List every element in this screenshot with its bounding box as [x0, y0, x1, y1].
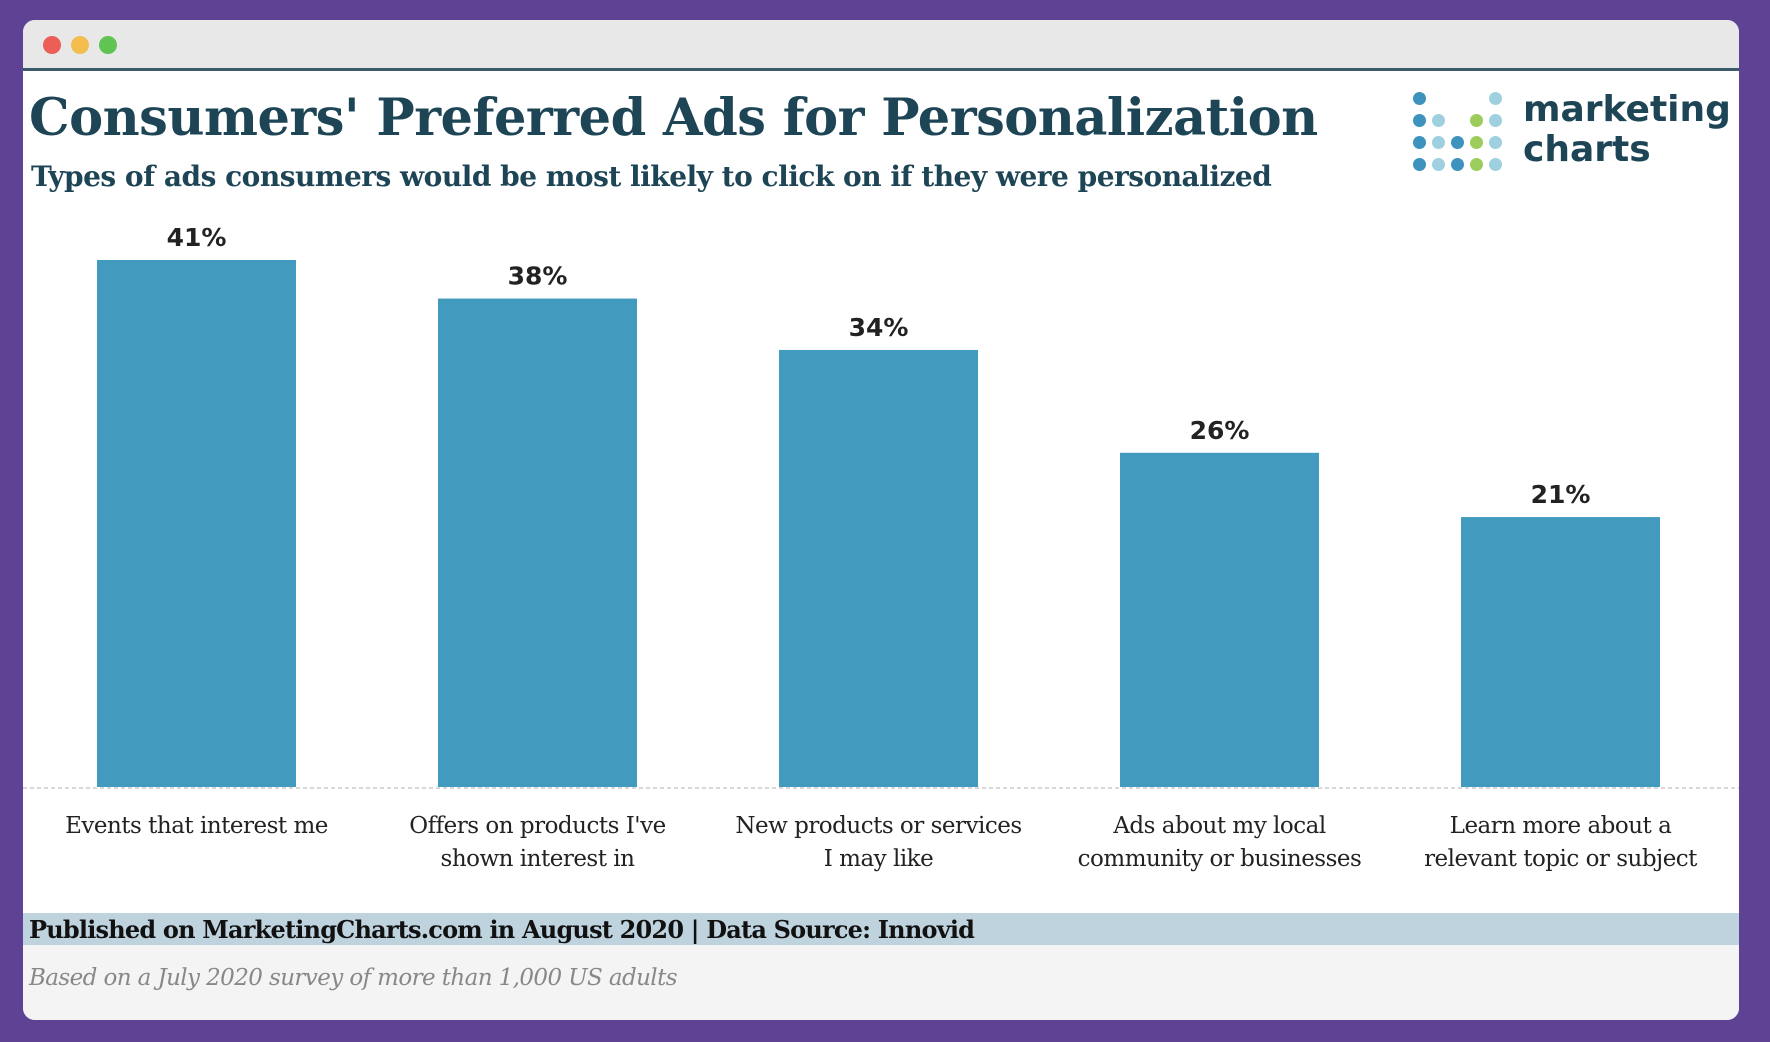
minimize-button[interactable]: [71, 36, 89, 54]
category-label: Learn more about a: [1450, 813, 1672, 839]
logo-dot: [1489, 136, 1502, 149]
logo-dot: [1413, 136, 1426, 149]
data-label: 38%: [508, 262, 568, 291]
category-label: I may like: [824, 846, 933, 872]
close-button[interactable]: [43, 36, 61, 54]
bar: [438, 298, 637, 787]
category-label: New products or services: [735, 813, 1021, 839]
logo-dot: [1489, 114, 1502, 127]
data-label: 41%: [167, 223, 227, 252]
data-label: 26%: [1190, 416, 1250, 445]
logo-dot: [1413, 158, 1426, 171]
bar: [1461, 517, 1660, 787]
published-text: Published on MarketingCharts.com in Augu…: [29, 915, 975, 944]
logo-dot: [1489, 158, 1502, 171]
logo-line1: marketing: [1523, 89, 1731, 130]
logo-dot: [1470, 136, 1483, 149]
logo-dot: [1489, 92, 1502, 105]
survey-note: Based on a July 2020 survey of more than…: [29, 965, 678, 991]
category-label: community or businesses: [1078, 846, 1362, 872]
logo-dot: [1432, 158, 1445, 171]
logo-text: marketing charts: [1523, 90, 1731, 170]
source-bar: Published on MarketingCharts.com in Augu…: [23, 913, 1739, 945]
logo-dot: [1432, 114, 1445, 127]
chart-window: Consumers' Preferred Ads for Personaliza…: [23, 20, 1739, 1020]
note-area: Based on a July 2020 survey of more than…: [23, 945, 1739, 1020]
category-label: Ads about my local: [1112, 813, 1326, 839]
data-label: 21%: [1531, 480, 1591, 509]
logo-dot: [1451, 158, 1464, 171]
chart-title: Consumers' Preferred Ads for Personaliza…: [29, 88, 1318, 148]
title-bar: [23, 20, 1739, 71]
bar-chart: 41% Events that interest me 38% Offers on p…: [23, 223, 1739, 872]
chart-subtitle: Types of ads consumers would be most lik…: [31, 160, 1272, 193]
category-label: relevant topic or subject: [1424, 846, 1698, 872]
category-label: Offers on products I've: [409, 813, 665, 839]
logo-line2: charts: [1523, 129, 1651, 170]
bar: [97, 260, 296, 787]
maximize-button[interactable]: [99, 36, 117, 54]
category-label: Events that interest me: [65, 813, 328, 839]
logo-dot: [1413, 114, 1426, 127]
logo-dot: [1451, 136, 1464, 149]
logo-dot: [1432, 136, 1445, 149]
logo-dot: [1470, 158, 1483, 171]
logo-dot: [1413, 92, 1426, 105]
bar: [779, 349, 978, 787]
marketingcharts-logo: marketing charts: [1413, 90, 1739, 200]
bar: [1120, 452, 1319, 787]
logo-dot: [1470, 114, 1483, 127]
category-label: shown interest in: [441, 846, 636, 872]
data-label: 34%: [849, 313, 909, 342]
